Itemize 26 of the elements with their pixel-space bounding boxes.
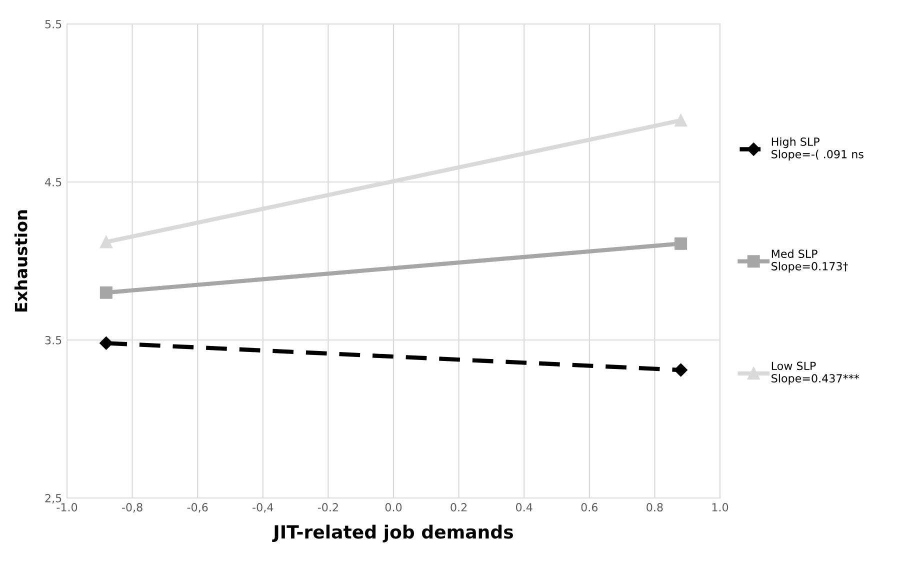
x-tick-label: -1.0 — [56, 503, 78, 512]
x-tick-label: 1.0 — [712, 503, 728, 512]
x-tick-label: 0.8 — [646, 503, 663, 512]
point — [100, 336, 113, 350]
y-tick-label: 2,5 — [45, 494, 62, 504]
point — [674, 114, 688, 127]
x-tick-label: -0.2 — [318, 503, 338, 512]
point — [100, 286, 112, 299]
x-tick-label: 0.4 — [516, 503, 532, 512]
x-tick-label: -0,4 — [252, 503, 274, 513]
legend-label: Med SLP Slope=0.173† — [772, 249, 848, 273]
point — [674, 363, 688, 377]
x-tick-label: -0,6 — [187, 503, 208, 513]
y-tick-label: 3.5 — [45, 336, 62, 344]
x-tick-label: 0.6 — [581, 503, 598, 512]
y-tick-label: 5.5 — [45, 20, 62, 28]
point — [674, 237, 688, 250]
x-tick-label: 0.0 — [385, 503, 402, 512]
y-axis-title: Exhaustion — [14, 210, 28, 312]
legend-label: Low SLP Slope=0.437*** — [772, 362, 860, 385]
point — [100, 236, 112, 248]
x-tick-label: -0,8 — [122, 503, 142, 513]
legend-label: High SLP Slope=-( .091 ns — [772, 137, 864, 161]
x-tick-label: 0.2 — [450, 503, 467, 512]
y-tick-label: 4.5 — [45, 178, 62, 186]
x-axis-title: JIT-related job demands — [272, 524, 513, 542]
